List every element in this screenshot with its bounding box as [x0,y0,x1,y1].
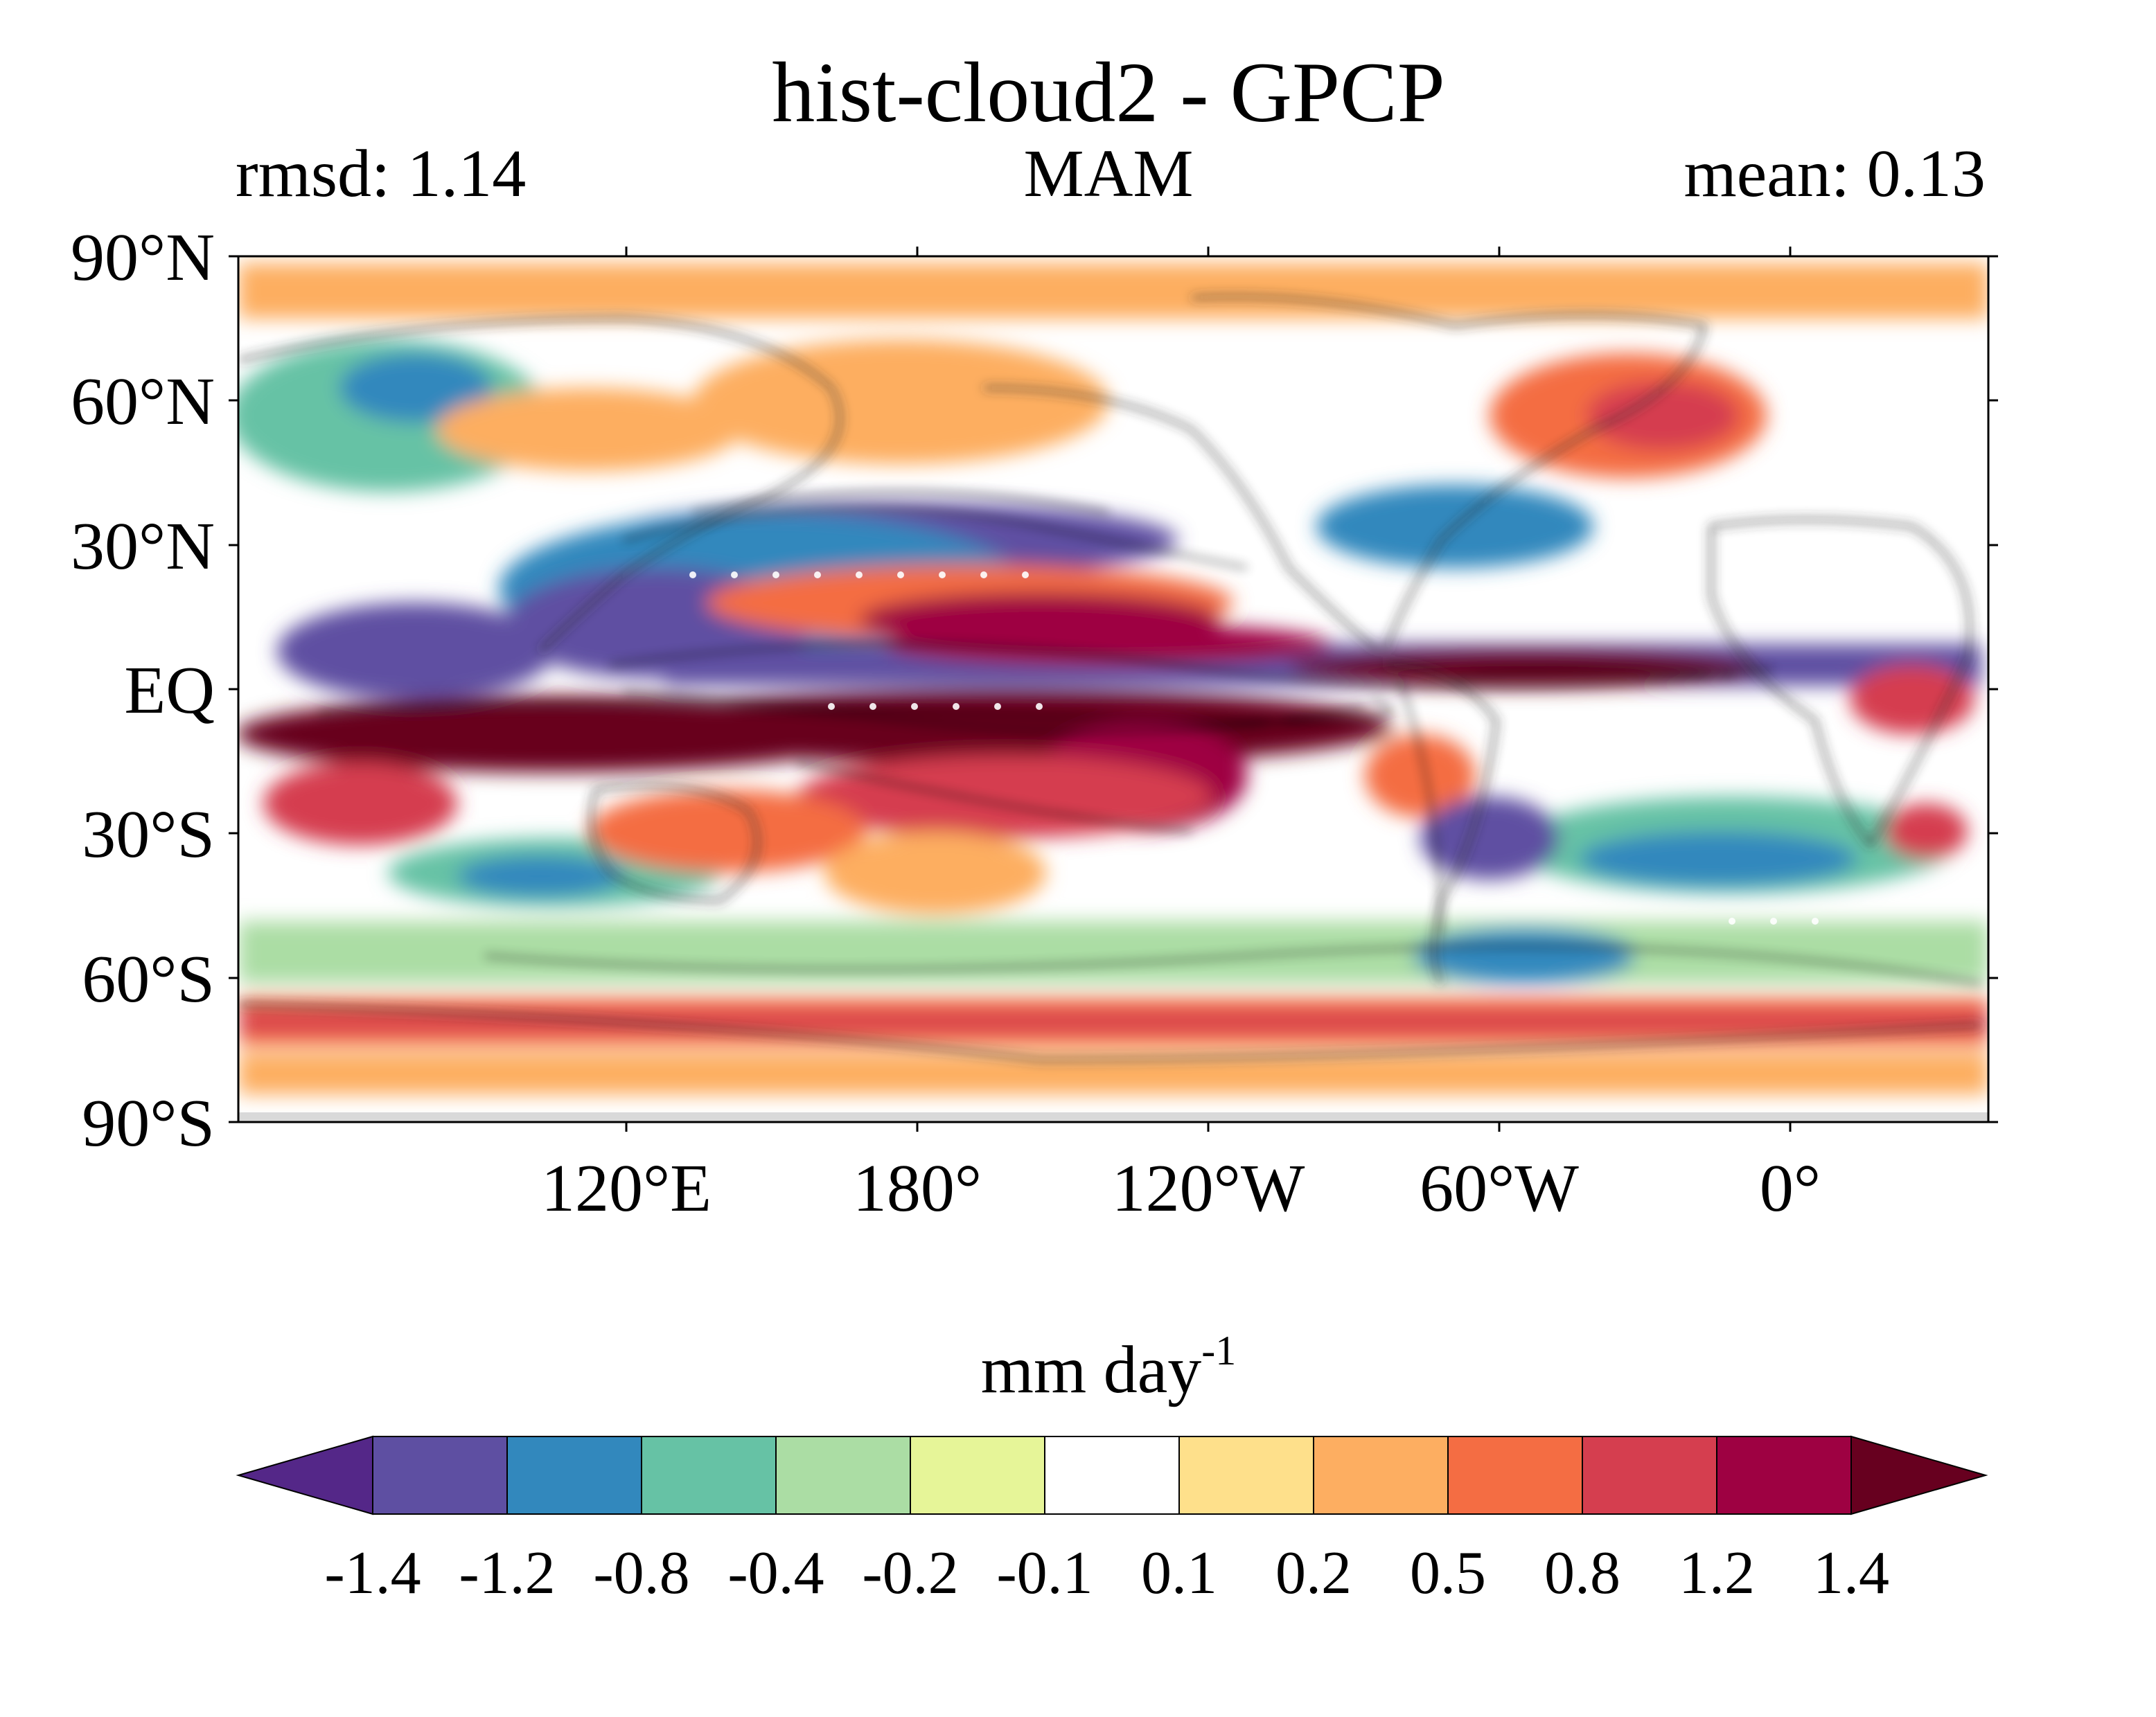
colorbar-swatch [1044,1436,1180,1515]
lon-label-180: 180° [853,1151,982,1226]
colorbar-swatch [775,1436,911,1515]
lat-label-90s: 90°S [82,1086,215,1161]
map-title: hist-cloud2 - GPCP [772,45,1444,140]
colorbar-swatch [1178,1436,1314,1515]
lon-label-0: 0° [1760,1151,1821,1226]
mean-label: mean: 0.13 [1684,136,1986,211]
lon-label-120e: 120°E [541,1151,712,1226]
lat-label-60n: 60°N [71,364,215,439]
colorbar-swatch [1447,1436,1583,1515]
colorbar-swatch [1582,1436,1717,1515]
lat-label-30n: 30°N [71,509,215,584]
colorbar-tick-labels: -1.4 -1.2 -0.8 -0.4 -0.2 -0.1 0.1 0.2 0.5 0.8 1.2 1… [324,1540,1889,1607]
colorbar-swatch [372,1436,508,1515]
colorbar-tick-label: 0.1 [1141,1540,1217,1607]
colorbar-tick-label: -0.2 [862,1540,958,1607]
season-label: MAM [1023,136,1193,211]
colorbar [236,1435,1988,1515]
colorbar-tick-label: 0.5 [1410,1540,1486,1607]
lon-label-120w: 120°W [1112,1151,1305,1226]
colorbar-swatch [1313,1436,1449,1515]
lat-label-90n: 90°N [71,220,215,295]
colorbar-tick-label: -0.8 [593,1540,689,1607]
longitude-labels: 120°E 180° 120°W 60°W 0° [541,1151,1821,1226]
lat-label-30s: 30°S [82,797,215,872]
colorbar-tick-label: 1.2 [1679,1540,1755,1607]
colorbar-swatch [641,1436,777,1515]
colorbar-tick-label: -0.1 [996,1540,1093,1607]
colorbar-tick-label: -1.2 [459,1540,555,1607]
colorbar-unit-label: mm day-1 [981,1328,1236,1407]
rmsd-label: rmsd: 1.14 [236,136,526,211]
colorbar-extend-low [236,1435,373,1515]
colorbar-tick-label: 1.4 [1813,1540,1889,1607]
colorbar-extend-high [1850,1435,1988,1515]
latitude-labels: 90°N 60°N 30°N EQ 30°S 60°S 90°S [71,220,215,1161]
lat-label-60s: 60°S [82,942,215,1017]
colorbar-tick-label: 0.8 [1544,1540,1620,1607]
colorbar-swatch [506,1436,642,1515]
colorbar-tick-label: -1.4 [324,1540,421,1607]
precipitation-difference-map [238,256,1988,1122]
colorbar-tick-label: -0.4 [727,1540,824,1607]
colorbar-swatch [910,1436,1045,1515]
lat-label-eq: EQ [124,653,215,728]
lon-label-60w: 60°W [1420,1151,1579,1226]
unit-superscript: -1 [1201,1328,1236,1373]
colorbar-tick-label: 0.2 [1275,1540,1352,1607]
unit-main: mm day [981,1333,1201,1407]
colorbar-swatch [1716,1436,1852,1515]
map-ticks [229,247,1998,1132]
